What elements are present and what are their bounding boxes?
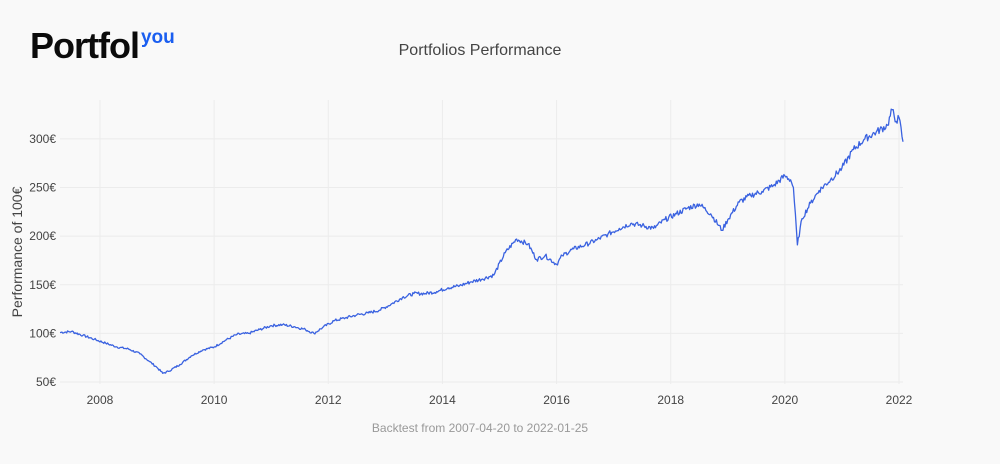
logo-superscript: you (140, 27, 175, 48)
x-tick-label: 2012 (315, 393, 342, 407)
x-tick-label: 2018 (657, 393, 684, 407)
x-tick-label: 2016 (543, 393, 570, 407)
grid-layer (60, 100, 903, 384)
backtest-footnote: Backtest from 2007-04-20 to 2022-01-25 (372, 421, 588, 435)
chart-title: Portfolios Performance (398, 42, 562, 59)
x-axis-ticks: 2008 2010 2012 2014 2016 2018 2020 2022 (87, 393, 913, 407)
x-tick-label: 2020 (772, 393, 799, 407)
portfolio-performance-line (59, 108, 904, 374)
y-tick-label: 300€ (29, 132, 56, 146)
logo-wordmark: Portfol (30, 25, 140, 66)
x-tick-label: 2022 (886, 393, 913, 407)
y-tick-label: 250€ (29, 181, 56, 195)
y-axis-title: Performance of 100€ (9, 186, 25, 317)
y-tick-label: 100€ (29, 326, 56, 340)
y-axis-ticks: 50€ 100€ 150€ 200€ 250€ 300€ (29, 132, 56, 389)
x-tick-label: 2008 (87, 393, 114, 407)
y-tick-label: 200€ (29, 229, 56, 243)
y-tick-label: 50€ (36, 375, 56, 389)
x-tick-label: 2010 (201, 393, 228, 407)
x-tick-label: 2014 (429, 393, 456, 407)
y-tick-label: 150€ (29, 278, 56, 292)
portfolyou-logo: Portfol you (30, 28, 175, 64)
